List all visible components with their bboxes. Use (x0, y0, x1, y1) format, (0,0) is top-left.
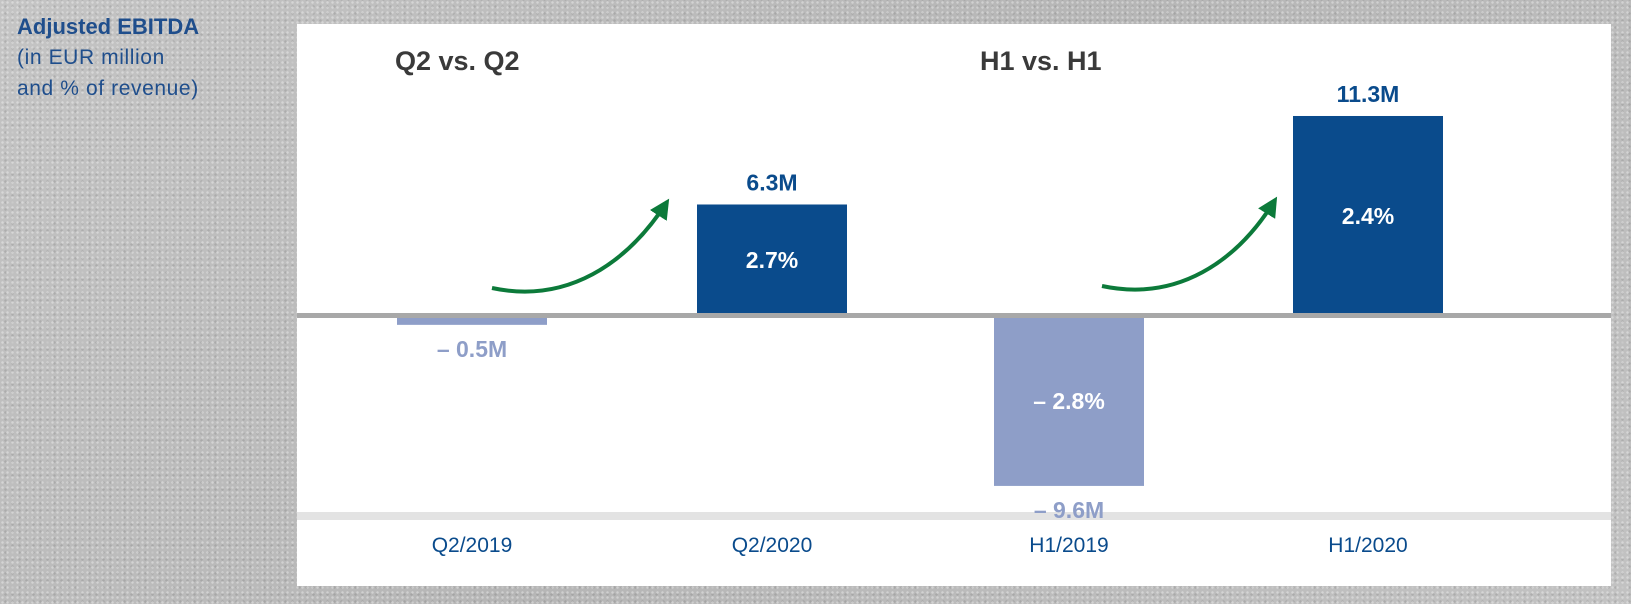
bar (994, 316, 1144, 486)
category-band (297, 520, 1611, 586)
percent-label: – 2.8% (1033, 388, 1105, 414)
chart-heading: Adjusted EBITDA (in EUR million and % of… (17, 12, 199, 104)
percent-label: 2.4% (1342, 203, 1394, 229)
zero-baseline (297, 313, 1611, 318)
percent-label: 2.7% (746, 247, 798, 273)
group-label: H1 vs. H1 (980, 46, 1102, 76)
bar (397, 316, 547, 325)
chart-subtitle-line-2: and % of revenue) (17, 77, 199, 100)
category-label: H1/2019 (1029, 534, 1108, 557)
category-band-separator (297, 512, 1611, 520)
chart-title: Adjusted EBITDA (17, 14, 200, 39)
group-label: Q2 vs. Q2 (395, 46, 520, 76)
value-label: – 9.6M (1034, 497, 1104, 523)
growth-arrow (491, 198, 670, 294)
category-label: Q2/2020 (732, 534, 813, 557)
bar (697, 204, 847, 316)
chart-subtitle-line-1: (in EUR million (17, 46, 165, 69)
value-label: 11.3M (1337, 81, 1400, 107)
chart-panel: Q2 vs. Q2 H1 vs. H1 – 0.5M 6.3M – 9.6M 11.3M 2… (297, 24, 1611, 586)
category-label: Q2/2019 (432, 534, 513, 557)
value-label: 6.3M (746, 169, 797, 195)
category-label: H1/2020 (1328, 534, 1407, 557)
value-label: – 0.5M (437, 336, 507, 362)
bar (1293, 115, 1443, 317)
growth-arrow (1101, 196, 1278, 292)
